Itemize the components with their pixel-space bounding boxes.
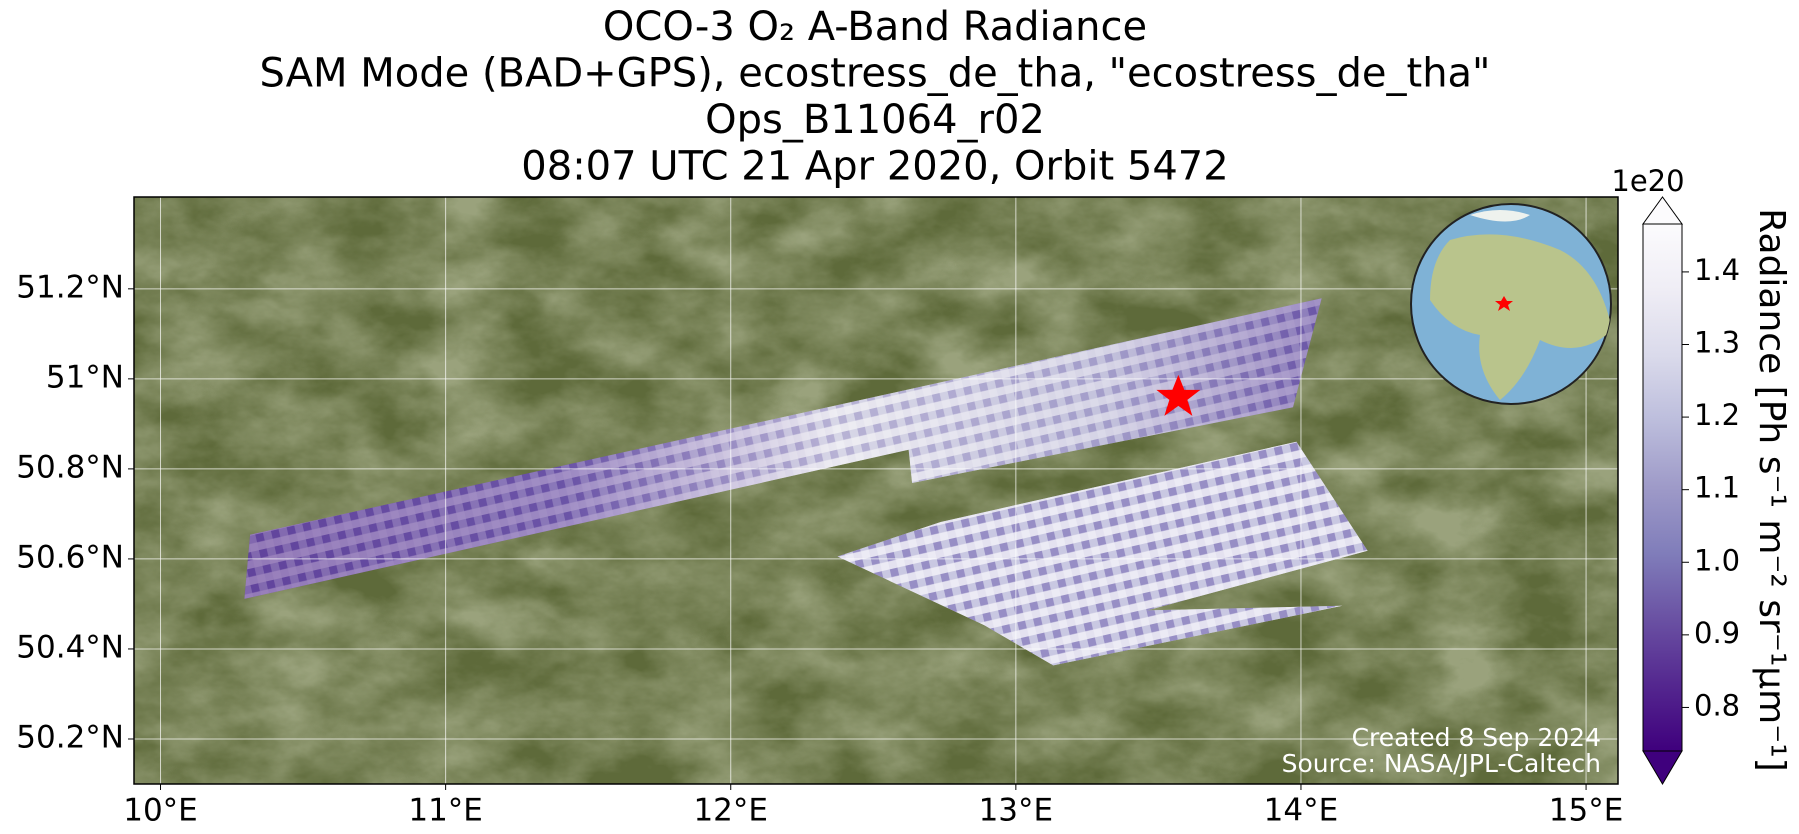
y-tick-label: 50.2°N [16,719,124,755]
chart-title: SAM Mode (BAD+GPS), ecostress_de_tha, "e… [260,51,1491,97]
y-tick-label: 51.2°N [16,269,124,305]
colorbar-extend-top [1642,196,1683,225]
colorbar-tick-label: 0.9 [1694,616,1740,650]
colorbar-tick-label: 0.8 [1694,688,1740,722]
x-tick-label: 14°E [1264,793,1339,829]
colorbar-tick-label: 1.0 [1694,543,1740,577]
colorbar: 0.8 0.9 1.0 1.1 1.2 1.3 1.4 [1642,196,1740,785]
annotation: Source: NASA/JPL-Caltech [1282,749,1601,778]
colorbar-tick-label: 1.4 [1694,253,1740,287]
colorbar-tick-label: 1.2 [1694,398,1740,432]
colorbar-body [1642,223,1683,752]
colorbar-tick-label: 1.3 [1694,325,1740,359]
y-tick-label: 50.4°N [16,629,124,665]
swath-cells [837,441,1368,666]
chart-title: OCO-3 O₂ A-Band Radiance [603,4,1147,50]
globe-land [1430,234,1611,400]
x-tick-label: 12°E [693,793,768,829]
x-tick-label: 10°E [123,793,198,829]
x-tick-label: 13°E [979,793,1054,829]
swaths [244,298,1368,666]
y-tick-label: 50.6°N [16,539,124,575]
globe-ice [1470,210,1530,222]
inset-globe [1410,203,1612,405]
chart-title: Ops_B11064_r02 [705,97,1045,143]
globe-target [1495,296,1513,311]
target-marker [1156,374,1201,416]
swath-cells [244,298,1322,599]
map-area [134,197,1618,784]
x-tick-label: 15°E [1549,793,1624,829]
map-frame [133,196,1619,785]
y-tick-label: 50.8°N [16,449,124,485]
colorbar-tick-label: 1.1 [1694,471,1740,505]
chart-title: 08:07 UTC 21 Apr 2020, Orbit 5472 [521,144,1228,190]
colorbar-extend-bottom [1642,750,1683,785]
colorbar-label: Radiance [Ph s⁻¹ m⁻² sr⁻¹μm⁻¹] [1751,208,1792,771]
annotation: Created 8 Sep 2024 [1352,723,1601,752]
x-tick-label: 11°E [408,793,483,829]
y-tick-label: 51°N [46,359,124,395]
basemap-texture [134,197,1618,784]
colorbar-offset: 1e20 [1611,164,1684,198]
